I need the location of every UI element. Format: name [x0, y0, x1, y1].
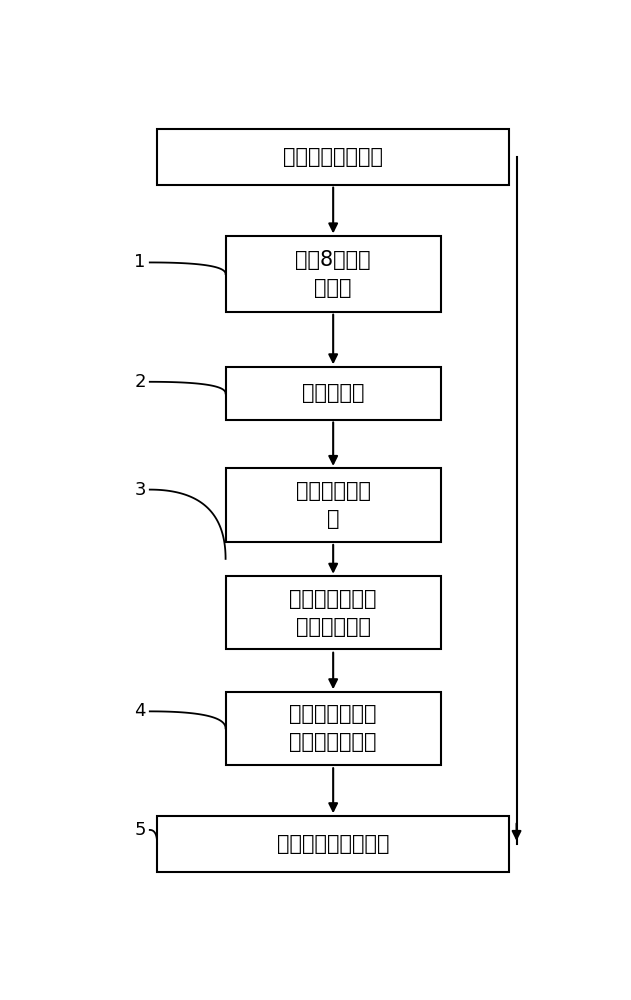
Text: 1: 1 [134, 253, 146, 271]
Bar [157, 129, 509, 185]
Text: 利用视觉对比机
制，剔除伪目标: 利用视觉对比机 制，剔除伪目标 [290, 704, 377, 752]
Text: 二值化处理: 二值化处理 [302, 383, 365, 403]
Text: 4: 4 [134, 702, 146, 720]
Text: 5: 5 [134, 821, 146, 839]
Text: 提取8向梯度
显著图: 提取8向梯度 显著图 [295, 250, 371, 298]
Bar [226, 236, 440, 312]
Bar [226, 468, 440, 542]
Bar [226, 692, 440, 765]
Bar [226, 367, 440, 420]
Bar [226, 576, 440, 649]
Bar [157, 816, 509, 872]
Text: 输入原始红外图像: 输入原始红外图像 [283, 147, 383, 167]
Text: 3: 3 [134, 481, 146, 499]
Text: 剔除孤立噪声
点: 剔除孤立噪声 点 [296, 481, 370, 529]
Text: 剔除大尺寸背景
梯度显著区域: 剔除大尺寸背景 梯度显著区域 [290, 589, 377, 637]
Text: 检测出红外弱小目标: 检测出红外弱小目标 [277, 834, 389, 854]
Text: 2: 2 [134, 373, 146, 391]
